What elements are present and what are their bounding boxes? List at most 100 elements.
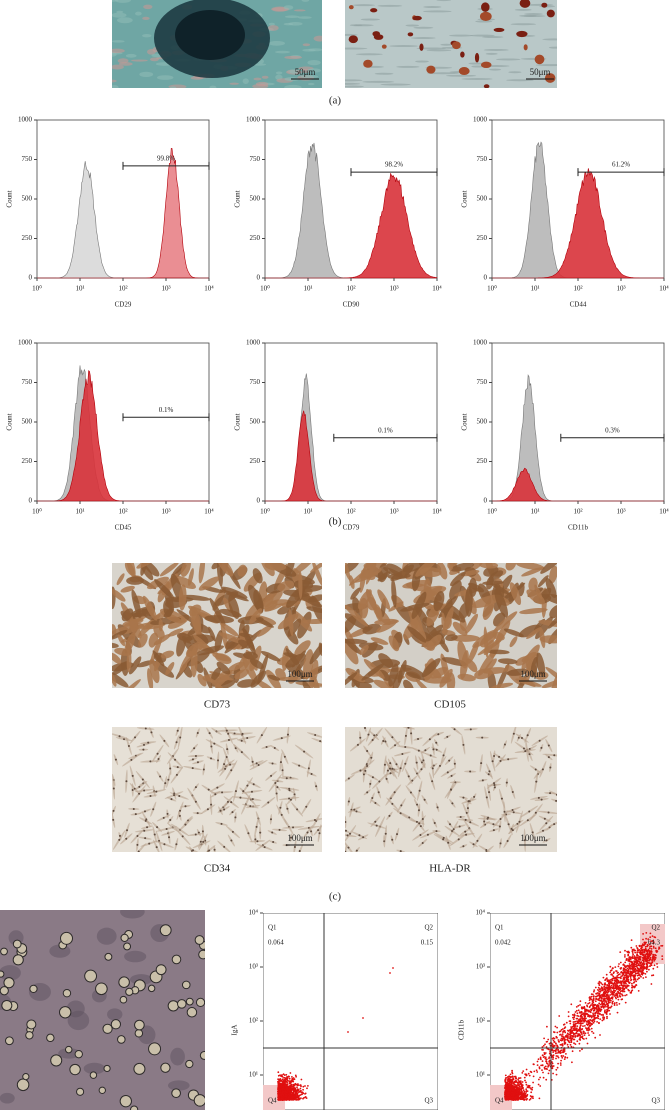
- nucleus: [155, 791, 157, 793]
- nucleus: [241, 751, 243, 753]
- nucleus: [353, 809, 355, 811]
- event: [288, 1081, 290, 1083]
- event: [533, 1064, 535, 1066]
- event: [547, 1063, 549, 1065]
- event: [568, 1011, 570, 1013]
- event: [300, 1084, 302, 1086]
- x-tick-label: 10⁴: [204, 285, 214, 293]
- nucleus: [384, 741, 386, 743]
- cell: [63, 989, 70, 996]
- x-tick-label: 10³: [616, 508, 625, 516]
- marker-histogram: [265, 411, 437, 501]
- event: [630, 958, 632, 960]
- nucleus: [382, 740, 384, 742]
- lipid: [382, 45, 387, 49]
- event: [277, 1091, 279, 1093]
- nucleus: [207, 808, 209, 810]
- x-tick-label: 10⁰: [487, 508, 497, 516]
- nucleus: [513, 733, 515, 735]
- nucleus: [247, 832, 249, 834]
- nucleus: [443, 754, 445, 756]
- nucleus: [466, 812, 468, 814]
- nucleus: [126, 829, 128, 831]
- fiber: [354, 24, 374, 26]
- event: [280, 1075, 282, 1077]
- event: [580, 1000, 582, 1002]
- event: [630, 977, 632, 979]
- nucleus: [173, 794, 175, 796]
- cell: [90, 1072, 96, 1078]
- y-tick-label: 500: [22, 195, 33, 203]
- event: [652, 955, 654, 957]
- scale-bar-label: 100μm: [287, 833, 312, 843]
- event: [584, 1034, 586, 1036]
- y-axis-label: Count: [461, 413, 469, 430]
- nucleus: [308, 767, 310, 769]
- nucleus: [134, 736, 136, 738]
- event: [289, 1086, 291, 1088]
- x-tick-label: 10¹: [530, 508, 539, 516]
- nucleus: [421, 761, 423, 763]
- quadrant-value: 0.15: [421, 939, 434, 947]
- nucleus: [176, 774, 178, 776]
- event: [562, 1033, 564, 1035]
- event: [627, 989, 629, 991]
- nucleus: [431, 780, 433, 782]
- nucleus: [256, 826, 258, 828]
- event: [624, 950, 626, 952]
- event: [302, 1098, 304, 1100]
- y-tick-label: 250: [477, 234, 488, 242]
- cell: [23, 1074, 29, 1080]
- cell: [199, 950, 208, 959]
- nucleus: [345, 830, 347, 832]
- event: [631, 985, 633, 987]
- event: [655, 947, 657, 949]
- nucleus: [266, 746, 268, 748]
- nucleus: [548, 811, 550, 813]
- event: [547, 1039, 549, 1041]
- x-tick-label: 10⁴: [659, 285, 669, 293]
- nucleus: [274, 782, 276, 784]
- nucleus: [286, 808, 288, 810]
- event: [579, 1030, 581, 1032]
- scale-bar-label: 50μm: [295, 67, 316, 77]
- nucleus: [279, 807, 281, 809]
- event: [548, 1073, 550, 1075]
- nucleus: [303, 751, 305, 753]
- event: [605, 1006, 607, 1008]
- event: [536, 1071, 538, 1073]
- x-axis-label: CD44: [570, 301, 587, 309]
- nucleus: [493, 782, 495, 784]
- nucleus: [416, 804, 418, 806]
- nucleus: [384, 764, 386, 766]
- y-tick-label: 500: [250, 418, 261, 426]
- nucleus: [358, 834, 360, 836]
- event: [540, 1057, 542, 1059]
- event: [563, 1024, 565, 1026]
- nucleus: [535, 781, 537, 783]
- event: [306, 1087, 308, 1089]
- fiber: [356, 53, 383, 55]
- nucleus: [221, 791, 223, 793]
- nucleus: [290, 799, 292, 801]
- event: [630, 979, 632, 981]
- fiber: [489, 69, 501, 71]
- event: [586, 1021, 588, 1023]
- y-tick-label: 750: [250, 378, 261, 386]
- event: [300, 1090, 302, 1092]
- fiber: [353, 4, 375, 6]
- event: [632, 963, 634, 965]
- isotype-histogram: [265, 374, 437, 502]
- event: [279, 1098, 281, 1100]
- dot-cloud: [263, 913, 438, 1110]
- event: [557, 1039, 559, 1041]
- cell: [117, 17, 133, 23]
- event: [293, 1094, 295, 1096]
- marker-histogram: [492, 168, 664, 278]
- nucleus: [210, 804, 212, 806]
- nucleus: [506, 782, 508, 784]
- x-tick-label: 10¹: [75, 508, 84, 516]
- x-tick-label: 10⁰: [260, 285, 270, 293]
- event: [552, 1073, 554, 1075]
- nucleus: [145, 820, 147, 822]
